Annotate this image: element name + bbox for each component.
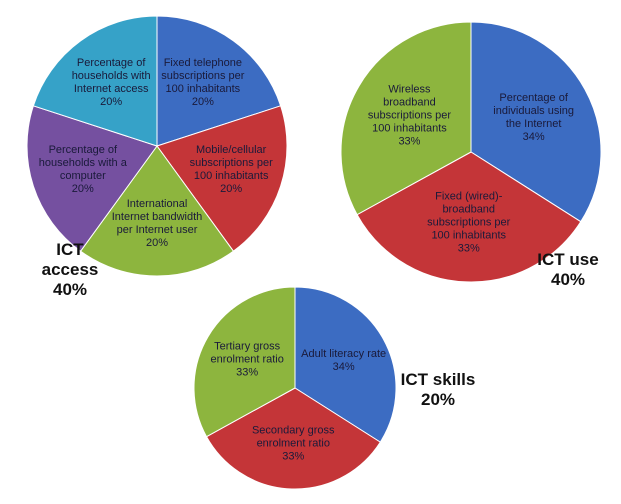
slice-label: Tertiary gross enrolment ratio 33% [199, 340, 295, 379]
pie-subtitle: 40% [52, 280, 88, 299]
value-label: 20% [145, 237, 169, 249]
pie-annotation: ICT access 40% [35, 240, 105, 300]
pie-title: ICT skills [400, 370, 476, 389]
slice-label: International Internet bandwidth per Int… [109, 198, 205, 250]
category-label: International Internet bandwidth per Int… [111, 198, 203, 236]
pie-slice [156, 105, 288, 252]
pie-slice [193, 286, 296, 438]
pie-subtitle: 40% [550, 270, 586, 289]
pie-slice [340, 21, 472, 216]
slice-label: Wireless broadband subscriptions per 100… [361, 83, 457, 148]
category-label: Fixed (wired)-broadband subscriptions pe… [427, 190, 511, 242]
pie-slice [32, 15, 158, 147]
pie-slice [26, 105, 158, 252]
pie-subtitle: 20% [420, 390, 456, 409]
category-label: Percentage of households with Internet a… [71, 56, 151, 95]
category-label: Percentage of households with a computer [38, 144, 127, 183]
slice-label: Adult literacy rate 34% [296, 348, 392, 374]
value-label: 34% [522, 130, 545, 143]
value-label: 20% [71, 183, 94, 196]
pie-slice [470, 21, 602, 223]
value-label: 33% [457, 242, 480, 255]
category-label: Secondary gross enrolment ratio [251, 424, 335, 450]
slice-label: Secondary gross enrolment ratio 33% [245, 424, 341, 463]
pie-slice [356, 151, 582, 283]
value-label: 20% [191, 95, 214, 108]
category-label: Mobile/cellular subscriptions per 100 in… [189, 144, 273, 183]
slice-label: Mobile/cellular subscriptions per 100 in… [183, 144, 279, 196]
value-label: 33% [398, 135, 421, 148]
slice-label: Percentage of individuals using the Inte… [486, 92, 582, 144]
value-label: 34% [332, 361, 355, 374]
value-label: 33% [282, 450, 305, 463]
pie-annotation: ICT use 40% [523, 250, 613, 290]
category-label: Wireless broadband subscriptions per 100… [367, 83, 452, 135]
value-label: 33% [236, 366, 259, 379]
value-label: 20% [220, 183, 243, 196]
pie-title: ICT use [537, 250, 599, 269]
pie-slice [156, 15, 282, 147]
category-label: Tertiary gross enrolment ratio [210, 340, 284, 366]
category-label: Adult literacy rate [301, 348, 387, 361]
pie-slice [294, 286, 397, 443]
pie-annotation: ICT skills 20% [393, 370, 483, 410]
category-label: Percentage of individuals using the Inte… [493, 91, 574, 130]
slice-label: Fixed telephone subscriptions per 100 in… [155, 57, 251, 109]
slice-label: Percentage of households with Internet a… [63, 57, 159, 109]
value-label: 20% [100, 95, 123, 108]
pie-slice [79, 145, 235, 277]
slice-label: Percentage of households with a computer… [35, 144, 131, 196]
pie-title: ICT access [41, 240, 99, 279]
category-label: Fixed telephone subscriptions per 100 in… [161, 56, 245, 95]
slice-label: Fixed (wired)-broadband subscriptions pe… [421, 191, 517, 256]
